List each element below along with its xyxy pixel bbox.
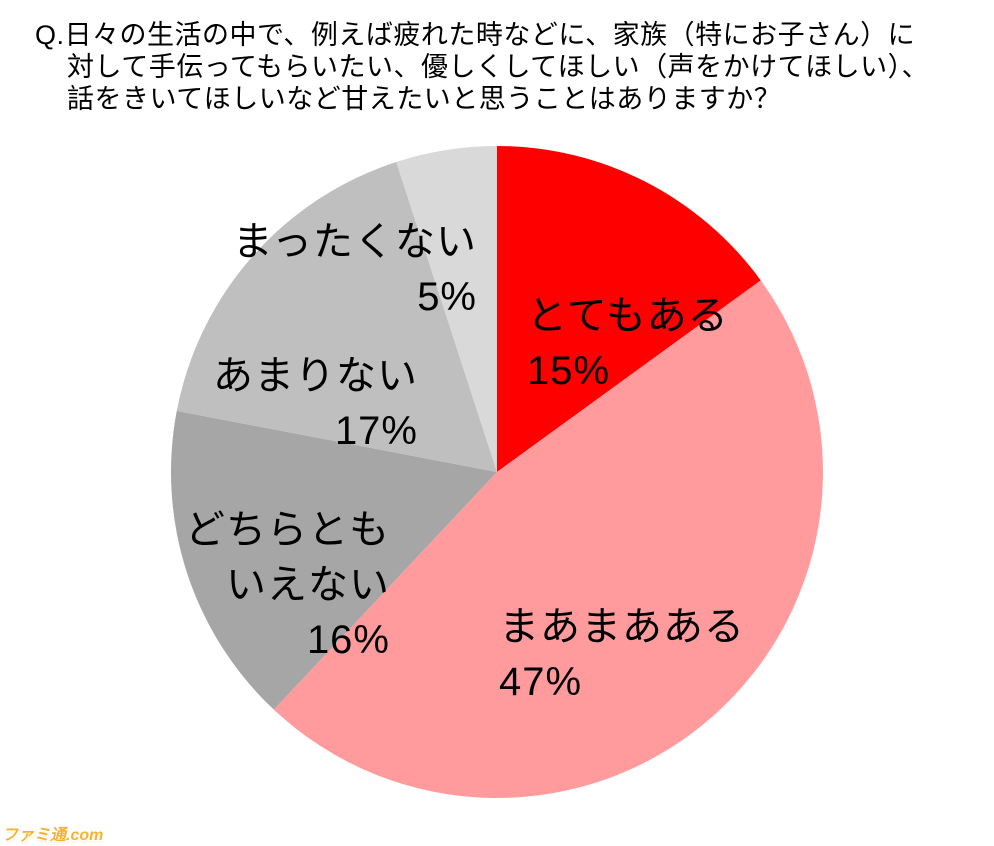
slice-label-somewhat-pct: 47% <box>499 660 583 704</box>
slice-label-not-much: あまりない 17% <box>213 294 418 514</box>
pie-slice-neither <box>170 410 497 710</box>
slice-label-somewhat-name: まあまあある <box>499 605 745 649</box>
slice-label-not-much-name: あまりない <box>213 354 418 398</box>
pie-slice-not-much <box>176 161 497 472</box>
slice-label-very-much: とてもある 15% <box>527 234 729 454</box>
slice-label-not-at-all-pct: 5% <box>417 275 477 319</box>
slice-label-not-at-all: まったくない 5% <box>233 160 477 380</box>
slice-label-neither-name: どちらとも いえない <box>185 508 390 607</box>
slice-label-not-much-pct: 17% <box>334 409 418 453</box>
famitsu-watermark-logo: ファミ通.com <box>2 827 104 844</box>
slice-label-not-at-all-name: まったくない <box>232 220 477 264</box>
slice-label-very-much-pct: 15% <box>527 349 611 393</box>
question-title-line-2: 対して手伝ってもらいたい、優しくしてほしい（声をかけてほしい）、 <box>67 52 930 82</box>
pie-slice-very-much <box>497 146 761 472</box>
slice-label-very-much-name: とてもある <box>527 294 729 338</box>
question-title-line-1: Q.日々の生活の中で、例えば疲れた時などに、家族（特にお子さん）に <box>35 20 916 50</box>
pie-slice-somewhat <box>273 280 823 798</box>
pie-slice-not-at-all <box>396 146 497 472</box>
question-title-line-3: 話をきいてほしいなど甘えたいと思うことはありますか？ <box>67 84 782 114</box>
slice-label-somewhat: まあまあある 47% <box>499 545 745 765</box>
slice-label-neither: どちらとも いえない 16% <box>185 448 390 723</box>
slice-label-neither-pct: 16% <box>306 618 390 662</box>
